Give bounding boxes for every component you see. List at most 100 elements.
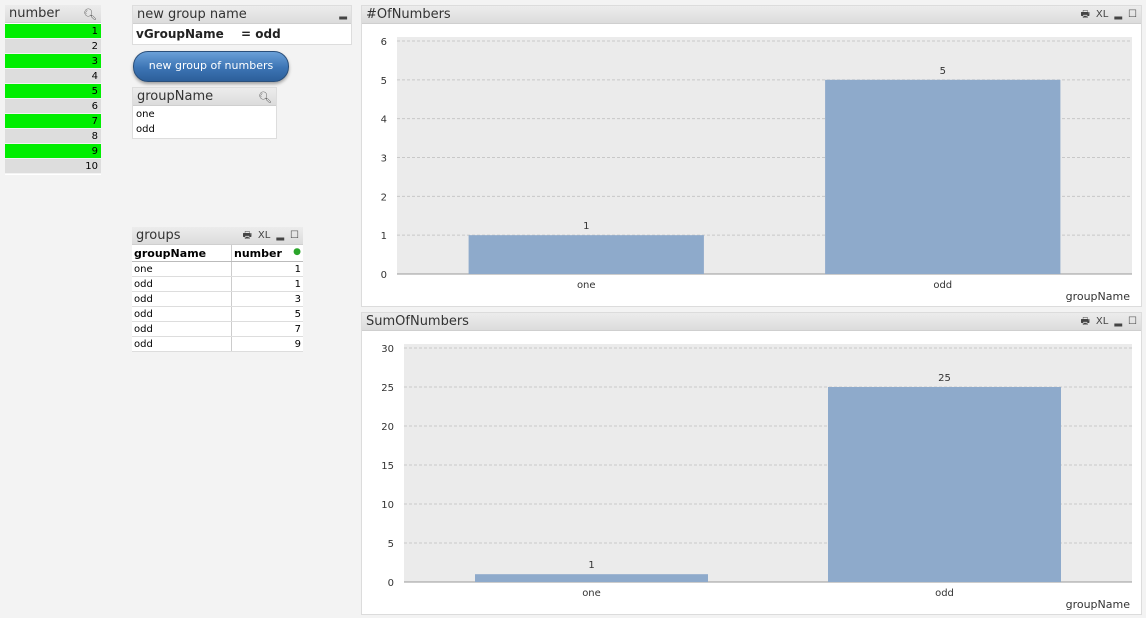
data-label: 25 bbox=[938, 373, 951, 384]
cell-number: 1 bbox=[231, 261, 303, 277]
search-icon[interactable]: 🔍︎ bbox=[258, 91, 272, 104]
list-item[interactable]: 4 bbox=[5, 69, 101, 84]
bar bbox=[825, 79, 1061, 274]
chart-of-numbers: #OfNumbers 🖶︎ XL ▂ ☐ 0 1 2 3 4 5 6 1 one 5 odd grou… bbox=[361, 5, 1142, 307]
data-label: 5 bbox=[940, 66, 946, 77]
maximize-icon[interactable]: ☐ bbox=[1128, 316, 1137, 327]
groupname-listbox-title: groupName bbox=[137, 89, 214, 104]
table-row[interactable]: odd 9 bbox=[132, 336, 303, 352]
table-row[interactable]: odd 1 bbox=[132, 276, 303, 292]
number-listbox-title: number bbox=[9, 6, 60, 21]
chart-caption: #OfNumbers 🖶︎ XL ▂ ☐ bbox=[362, 6, 1141, 24]
y-tick-label: 0 bbox=[388, 578, 394, 589]
list-item[interactable]: odd bbox=[136, 124, 155, 135]
list-item[interactable]: 1 bbox=[5, 24, 101, 39]
number-list: 1 2 3 4 5 6 7 8 9 10 bbox=[5, 24, 101, 174]
chart-title: #OfNumbers bbox=[366, 7, 451, 22]
column-header-label: number bbox=[234, 246, 282, 260]
column-header-groupname[interactable]: groupName bbox=[132, 245, 232, 262]
bar bbox=[828, 387, 1061, 582]
minimize-icon[interactable]: ▂ bbox=[1114, 316, 1123, 327]
column-header-number[interactable]: number ● bbox=[231, 245, 303, 262]
table-row[interactable]: one 1 bbox=[132, 261, 303, 277]
y-tick-label: 0 bbox=[381, 270, 387, 281]
minimize-icon[interactable]: ▂ bbox=[1114, 9, 1123, 20]
data-label: 1 bbox=[588, 560, 594, 571]
excel-icon[interactable]: XL bbox=[257, 230, 271, 241]
minimize-icon[interactable]: ▂ bbox=[339, 9, 347, 20]
y-tick-label: 5 bbox=[381, 76, 387, 87]
list-item[interactable]: 2 bbox=[5, 39, 101, 54]
bar bbox=[468, 235, 704, 274]
bar-chart-svg: 0 5 10 15 20 25 30 1 one 25 odd groupName bbox=[381, 344, 1132, 611]
list-item[interactable]: 10 bbox=[5, 159, 101, 174]
groupname-listbox-caption: groupName 🔍︎ bbox=[133, 88, 276, 106]
print-icon[interactable]: 🖶︎ bbox=[1080, 316, 1090, 327]
x-axis-title: groupName bbox=[1066, 290, 1131, 303]
number-listbox: number 🔍︎ 1 2 3 4 5 6 7 8 9 10 bbox=[5, 5, 101, 175]
list-item[interactable]: 9 bbox=[5, 144, 101, 159]
x-tick-label: odd bbox=[935, 588, 954, 599]
y-tick-label: 1 bbox=[381, 231, 387, 242]
cell-number: 1 bbox=[231, 276, 303, 292]
cell-number: 9 bbox=[231, 336, 303, 352]
y-tick-label: 3 bbox=[381, 154, 387, 165]
y-tick-label: 6 bbox=[381, 37, 387, 48]
cell-groupname: odd bbox=[132, 336, 232, 352]
input-box-caption: new group name ▂ bbox=[133, 6, 351, 24]
y-tick-label: 25 bbox=[381, 383, 394, 394]
table-row[interactable]: odd 7 bbox=[132, 321, 303, 337]
maximize-icon[interactable]: ☐ bbox=[1128, 9, 1137, 20]
cell-number: 3 bbox=[231, 291, 303, 307]
y-tick-label: 20 bbox=[381, 422, 394, 433]
number-listbox-caption: number 🔍︎ bbox=[5, 5, 101, 23]
y-tick-label: 4 bbox=[381, 115, 387, 126]
list-item[interactable]: 5 bbox=[5, 84, 101, 99]
cell-groupname: odd bbox=[132, 306, 232, 322]
bar-chart-svg: 0 1 2 3 4 5 6 1 one 5 odd groupName bbox=[381, 37, 1132, 303]
new-group-button[interactable]: new group of numbers bbox=[133, 51, 289, 82]
groupname-listbox: groupName 🔍︎ one odd bbox=[132, 87, 277, 139]
cell-groupname: odd bbox=[132, 276, 232, 292]
cell-groupname: odd bbox=[132, 291, 232, 307]
variable-name: vGroupName bbox=[136, 27, 224, 41]
list-item[interactable]: one bbox=[136, 109, 155, 120]
groups-table: groupName number ● one 1 odd 1 odd 3 odd 5 odd 7 o… bbox=[132, 245, 303, 352]
excel-icon[interactable]: XL bbox=[1095, 316, 1109, 327]
input-row: vGroupName = odd bbox=[133, 25, 351, 43]
bar bbox=[475, 574, 708, 582]
sort-indicator-icon: ● bbox=[293, 246, 301, 257]
y-tick-label: 5 bbox=[388, 539, 394, 550]
cell-groupname: odd bbox=[132, 321, 232, 337]
maximize-icon[interactable]: ☐ bbox=[290, 230, 299, 241]
minimize-icon[interactable]: ▂ bbox=[276, 230, 285, 241]
data-label: 1 bbox=[583, 221, 589, 232]
list-item[interactable]: 8 bbox=[5, 129, 101, 144]
excel-icon[interactable]: XL bbox=[1095, 9, 1109, 20]
cell-number: 5 bbox=[231, 306, 303, 322]
search-icon[interactable]: 🔍︎ bbox=[83, 8, 97, 21]
x-axis-title: groupName bbox=[1066, 598, 1131, 611]
print-icon[interactable]: 🖶︎ bbox=[242, 230, 252, 241]
cell-groupname: one bbox=[132, 261, 232, 277]
chart-caption: SumOfNumbers 🖶︎ XL ▂ ☐ bbox=[362, 313, 1141, 331]
list-item[interactable]: 7 bbox=[5, 114, 101, 129]
print-icon[interactable]: 🖶︎ bbox=[1080, 9, 1090, 20]
table-row[interactable]: odd 3 bbox=[132, 291, 303, 307]
y-tick-label: 15 bbox=[381, 461, 394, 472]
y-tick-label: 10 bbox=[381, 500, 394, 511]
x-tick-label: one bbox=[582, 588, 601, 599]
list-item[interactable]: 3 bbox=[5, 54, 101, 69]
variable-value-field[interactable]: = odd bbox=[241, 27, 281, 41]
groups-table-caption: groups 🖶︎ XL ▂ ☐ bbox=[132, 227, 303, 245]
cell-number: 7 bbox=[231, 321, 303, 337]
y-tick-label: 30 bbox=[381, 344, 394, 355]
y-tick-label: 2 bbox=[381, 192, 387, 203]
list-item[interactable]: 6 bbox=[5, 99, 101, 114]
table-row[interactable]: odd 5 bbox=[132, 306, 303, 322]
groups-table-box: groups 🖶︎ XL ▂ ☐ groupName number ● one 1… bbox=[132, 227, 303, 352]
input-box-title: new group name bbox=[137, 7, 247, 22]
chart-sum-of-numbers: SumOfNumbers 🖶︎ XL ▂ ☐ 0 5 10 15 20 25 30 1 one 2… bbox=[361, 312, 1142, 615]
chart-title: SumOfNumbers bbox=[366, 314, 469, 329]
x-tick-label: odd bbox=[933, 280, 952, 291]
